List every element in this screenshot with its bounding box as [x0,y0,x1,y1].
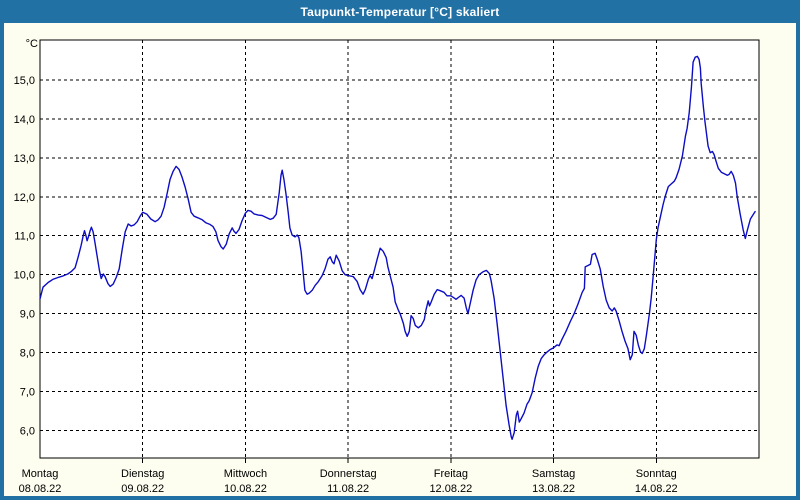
x-tick-date: 14.08.22 [635,483,678,495]
y-tick-label: 7,0 [20,387,35,399]
y-tick-label: 13,0 [14,153,35,165]
x-tick-date: 08.08.22 [19,483,62,495]
x-tick-day: Dienstag [121,468,164,480]
plot-area [39,39,760,459]
x-tick-day: Freitag [434,468,468,480]
y-tick-label: 9,0 [20,309,35,321]
x-tick-date: 09.08.22 [121,483,164,495]
y-tick-label: 12,0 [14,192,35,204]
x-tick-day: Samstag [532,468,575,480]
y-axis-unit: °C [26,38,38,50]
titlebar: Taupunkt-Temperatur [°C] skaliert [0,0,800,23]
x-tick-date: 12.08.22 [429,483,472,495]
y-tick-label: 10,0 [14,270,35,282]
y-tick-label: 8,0 [20,348,35,360]
window-title: Taupunkt-Temperatur [°C] skaliert [300,4,500,19]
y-tick-label: 15,0 [14,75,35,87]
y-tick-label: 14,0 [14,114,35,126]
x-tick-day: Mittwoch [224,468,267,480]
x-tick-date: 13.08.22 [532,483,575,495]
x-tick-day: Donnerstag [320,468,377,480]
x-tick-date: 10.08.22 [224,483,267,495]
x-tick-day: Sonntag [636,468,677,480]
dewpoint-line [39,55,756,440]
y-tick-label: 6,0 [20,426,35,438]
x-tick-date: 11.08.22 [327,483,369,495]
x-tick-day: Montag [22,468,59,480]
y-tick-label: 11,0 [14,231,35,243]
